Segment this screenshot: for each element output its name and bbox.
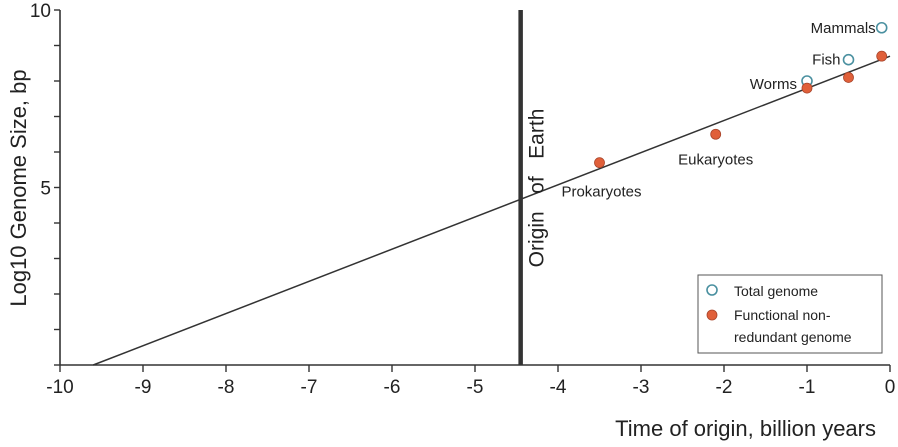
legend: Total genome Functional non-redundant gen… [697, 274, 883, 354]
x-tick-label: -2 [716, 377, 733, 398]
annotation-eukaryotes: Eukaryotes [678, 151, 753, 168]
functional-genome-point [801, 82, 813, 94]
legend-functional-genome-label-2: redundant genome [734, 329, 852, 345]
x-tick-label: -6 [384, 377, 401, 398]
legend-total-genome-marker [706, 284, 718, 296]
functional-genome-point [876, 50, 888, 62]
x-tick-label: -5 [467, 377, 484, 398]
origin-of-earth-label: Origin of Earth [526, 109, 549, 268]
x-tick-label: -8 [218, 377, 235, 398]
x-tick-label: -4 [550, 377, 567, 398]
y-axis-title: Log10 Genome Size, bp [6, 69, 31, 306]
legend-functional-genome-label: Functional non- [734, 307, 831, 323]
functional-genome-point [710, 128, 722, 140]
origin-of-earth-group: Origin of Earth [518, 10, 549, 365]
annotation-mammals: Mammals [811, 20, 876, 37]
functional-genome-point [594, 157, 605, 169]
x-tick-label: -1 [799, 377, 816, 398]
annotation-fish: Fish [812, 52, 840, 69]
total-genome-point [875, 21, 888, 34]
x-tick-label: 0 [885, 377, 896, 398]
x-tick-label: -7 [301, 377, 318, 398]
annotation-worms: Worms [750, 76, 797, 93]
legend-box [697, 274, 883, 354]
x-tick-label: -10 [46, 377, 73, 398]
annotations-group: Mammals Fish Worms Eukaryotes Prokaryotes [561, 20, 875, 201]
x-axis-title: Time of origin, billion years [615, 416, 876, 441]
y-tick-label: 10 [30, 1, 51, 22]
y-tick-label: 5 [40, 179, 51, 200]
legend-functional-genome-marker [706, 309, 718, 321]
total-genome-point [842, 53, 855, 66]
trendline [92, 55, 891, 366]
functional-genome-point [843, 72, 854, 83]
legend-total-genome-label: Total genome [734, 283, 818, 299]
x-tick-label: -3 [633, 377, 650, 398]
trendline-group [92, 55, 891, 366]
annotation-prokaryotes: Prokaryotes [561, 184, 641, 201]
x-tick-label: -9 [135, 377, 152, 398]
points-group [594, 21, 888, 169]
